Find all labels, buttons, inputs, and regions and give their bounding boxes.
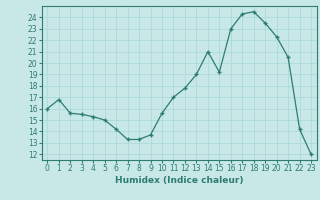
X-axis label: Humidex (Indice chaleur): Humidex (Indice chaleur): [115, 176, 244, 185]
